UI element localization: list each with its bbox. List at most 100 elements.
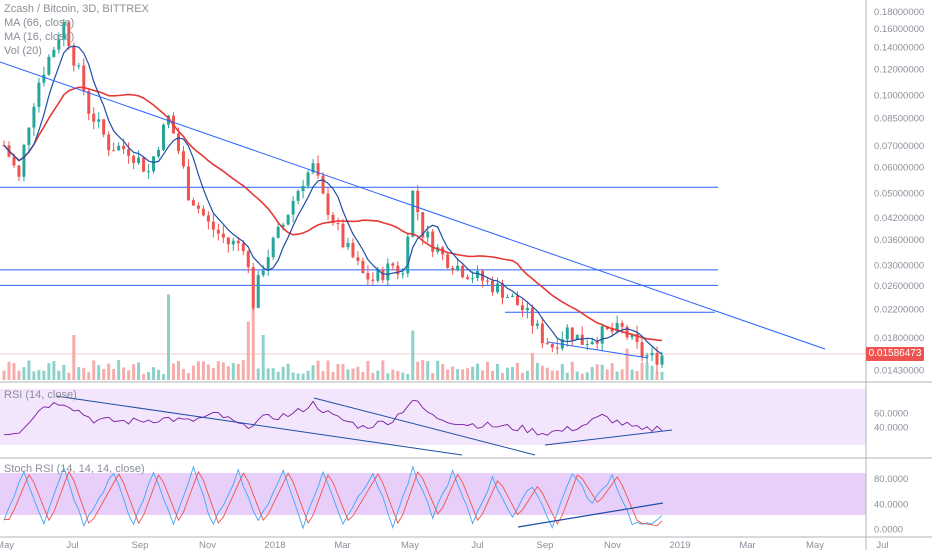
candle-body — [271, 237, 275, 258]
volume-bar — [436, 360, 440, 380]
volume-bar — [152, 367, 156, 380]
x-tick-label: Jul — [876, 540, 888, 550]
candle-body — [77, 65, 81, 67]
volume-bar — [147, 371, 151, 380]
y-tick-label: 0.02200000 — [874, 304, 924, 315]
volume-bar — [336, 364, 340, 380]
candle-body — [431, 231, 435, 252]
volume-bar — [301, 373, 305, 380]
volume-bar — [62, 364, 66, 380]
legend-stoch: Stoch RSI (14, 14, 14, close) — [4, 463, 145, 475]
candle-body — [201, 208, 205, 216]
y-tick-label: 0.07000000 — [874, 141, 924, 152]
ma16-line — [3, 45, 663, 355]
volume-bars — [2, 294, 664, 380]
trendline-main — [0, 61, 826, 350]
x-tick-label: May — [0, 540, 14, 550]
volume-bar — [510, 367, 514, 380]
candle-body — [47, 56, 51, 75]
rsi-trendline-1 — [55, 395, 463, 456]
volume-bar — [600, 364, 604, 380]
candle-body — [72, 46, 76, 66]
stoch-tick-label: 80.0000 — [874, 474, 908, 485]
volume-bar — [401, 372, 405, 380]
stoch-k-line — [3, 465, 663, 530]
stoch-trendline — [517, 502, 664, 528]
stoch-tick-label: 0.0000 — [874, 525, 903, 536]
volume-bar — [446, 369, 450, 380]
candle-body — [575, 334, 579, 340]
volume-bar — [620, 369, 624, 380]
volume-bar — [291, 372, 295, 380]
candle-body — [401, 273, 405, 275]
volume-bar — [610, 363, 614, 380]
rsi-tick-label: 40.0000 — [874, 423, 908, 434]
candle-body — [286, 214, 290, 225]
volume-bar — [236, 363, 240, 380]
volume-bar — [246, 321, 250, 380]
volume-bar — [157, 369, 161, 380]
candle-body — [186, 166, 190, 201]
candle-body — [52, 49, 56, 57]
candle-body — [520, 305, 524, 311]
volume-bar — [575, 371, 579, 380]
volume-bar — [142, 373, 146, 380]
volume-bar — [306, 370, 310, 380]
volume-bar — [625, 348, 629, 380]
candle-body — [371, 279, 375, 281]
candle-body — [176, 133, 180, 152]
x-tick-label: Sep — [537, 540, 554, 550]
candle-body — [92, 113, 96, 122]
candle-body — [451, 267, 455, 271]
candle-body — [411, 190, 415, 237]
volume-bar — [595, 364, 599, 380]
volume-bar — [72, 335, 76, 380]
volume-bar — [496, 363, 499, 380]
rsi-line — [3, 399, 663, 436]
candle-body — [246, 251, 250, 268]
volume-bar — [117, 360, 121, 380]
volume-bar — [47, 363, 51, 380]
rsi-trendline-3 — [544, 429, 673, 446]
candle-body — [491, 280, 495, 293]
stoch-d-line — [4, 470, 663, 527]
volume-bar — [102, 368, 106, 380]
rsi-trendline-2 — [313, 397, 536, 456]
volume-bar — [196, 361, 200, 380]
volume-bar — [231, 363, 235, 380]
candle-body — [17, 165, 21, 177]
candle-body — [570, 327, 574, 340]
y-tick-label: 0.03600000 — [874, 235, 924, 246]
candle-body — [660, 355, 664, 365]
candle-body — [510, 295, 514, 297]
volume-bar — [461, 369, 465, 380]
volume-bar — [167, 294, 170, 380]
x-tick-label: Nov — [604, 540, 621, 550]
volume-bar — [2, 370, 6, 380]
candle-body — [102, 119, 106, 135]
volume-bar — [216, 361, 220, 380]
candle-body — [206, 215, 210, 222]
volume-bar — [491, 370, 495, 380]
volume-bar — [361, 372, 365, 380]
volume-bar — [471, 366, 475, 380]
volume-bar — [276, 371, 280, 380]
candle-body — [311, 163, 315, 173]
volume-bar — [376, 370, 380, 380]
candle-body — [456, 265, 460, 271]
volume-bar — [92, 360, 96, 380]
volume-bar — [221, 362, 225, 380]
volume-bar — [530, 353, 534, 380]
volume-bar — [555, 370, 559, 380]
stoch-band — [0, 473, 866, 515]
volume-bar — [37, 370, 41, 380]
candle-body — [97, 119, 101, 122]
candle-body — [585, 344, 589, 346]
legend-ma16: MA (16, close) — [4, 31, 75, 43]
y-tick-label: 0.01430000 — [874, 365, 924, 376]
candle-body — [391, 263, 395, 266]
volume-bar — [426, 361, 430, 380]
volume-bar — [112, 368, 116, 380]
